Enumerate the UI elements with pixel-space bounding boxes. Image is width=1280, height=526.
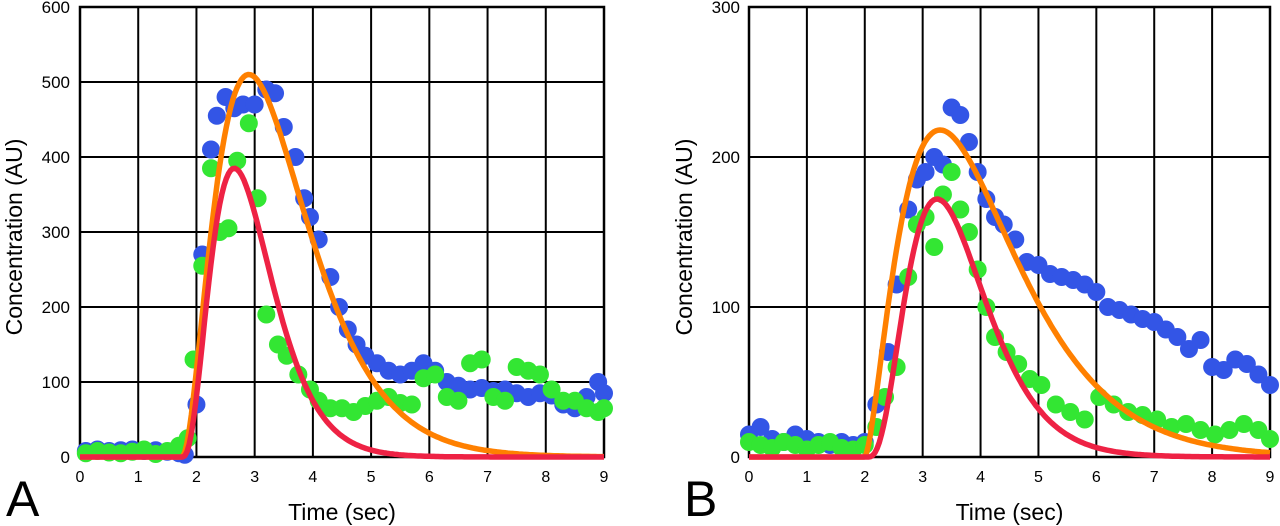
y-axis-label: Concentration (AU) — [1, 139, 27, 336]
data-point — [951, 106, 970, 124]
data-point — [1206, 425, 1225, 444]
data-point — [496, 391, 515, 410]
panel-label: B — [684, 471, 717, 526]
grid — [747, 5, 1272, 459]
data-point — [595, 399, 613, 418]
data-point — [402, 395, 421, 414]
data-point — [1046, 395, 1065, 414]
y-axis-label: Concentration (AU) — [671, 139, 697, 336]
data-point — [925, 238, 944, 256]
data-point — [219, 219, 238, 238]
data-point — [239, 114, 258, 133]
data-point — [257, 305, 276, 324]
x-tick-label: 1 — [802, 469, 811, 486]
data-point — [751, 418, 770, 436]
data-point — [1214, 361, 1233, 379]
fit-curve-3 — [79, 165, 605, 460]
x-tick-label: 4 — [976, 469, 985, 486]
y-tick-label: 100 — [712, 298, 740, 317]
y-tick-label: 300 — [42, 223, 70, 242]
data-point — [1087, 283, 1106, 301]
y-tick-label: 0 — [731, 448, 740, 467]
fit-curve-2 — [748, 127, 1271, 460]
x-tick-label: 1 — [134, 469, 143, 486]
x-tick-label: 5 — [1034, 469, 1043, 486]
series-points-0 — [740, 98, 1279, 454]
data-point — [202, 140, 220, 159]
x-tick-label: 6 — [425, 469, 434, 486]
data-point — [472, 350, 491, 369]
data-point — [916, 163, 935, 181]
x-tick-label: 4 — [308, 469, 317, 486]
data-point — [202, 159, 220, 178]
x-tick-label: 5 — [367, 469, 376, 486]
data-point — [1234, 415, 1253, 433]
data-point — [1261, 376, 1279, 394]
x-tick-label: 8 — [541, 469, 550, 486]
fit-curve-3 — [748, 196, 1271, 460]
data-point — [266, 84, 285, 103]
data-point — [207, 106, 226, 125]
data-point — [1237, 355, 1256, 373]
y-tick-label: 300 — [712, 0, 740, 17]
data-point — [426, 365, 445, 384]
data-point — [1220, 421, 1239, 439]
y-tick-label: 200 — [712, 148, 740, 167]
x-tick-label: 7 — [483, 469, 492, 486]
data-marks — [76, 71, 613, 464]
data-point — [1261, 430, 1279, 448]
data-point — [959, 133, 978, 151]
y-tick-label: 200 — [42, 298, 70, 317]
x-tick-label: 2 — [192, 469, 201, 486]
y-tick-label: 0 — [61, 448, 70, 467]
y-tick-label: 600 — [42, 0, 70, 17]
data-point — [1032, 376, 1051, 394]
x-tick-label: 7 — [1150, 469, 1159, 486]
data-marks — [740, 98, 1279, 460]
plot-frame — [78, 5, 606, 459]
x-tick-label: 2 — [860, 469, 869, 486]
x-tick-label: 9 — [1266, 469, 1275, 486]
data-point — [1061, 403, 1080, 421]
data-point — [1168, 328, 1187, 346]
series-points-1 — [740, 163, 1279, 459]
data-point — [595, 384, 613, 403]
chart-panel-a: 0 1 2 3 4 5 6 7 8 9 0 100 200 300 400 500 600 Time (sec) C… — [1, 0, 613, 526]
x-tick-label: 9 — [600, 469, 609, 486]
data-point — [1177, 415, 1196, 433]
x-tick-label: 3 — [918, 469, 927, 486]
data-point — [1191, 331, 1210, 349]
plot-frame — [747, 5, 1272, 459]
x-axis-label: Time (sec) — [288, 499, 396, 525]
x-tick-label: 0 — [745, 469, 754, 486]
x-tick-label: 8 — [1208, 469, 1217, 486]
y-tick-label: 500 — [42, 73, 70, 92]
data-point — [542, 380, 561, 399]
x-tick-label: 0 — [76, 469, 85, 486]
data-point — [1191, 421, 1210, 439]
series-points-1 — [76, 114, 613, 463]
data-point — [942, 163, 961, 181]
data-point — [1249, 365, 1268, 384]
data-point — [449, 391, 468, 410]
chart-panel-b: 0 1 2 3 4 5 6 7 8 9 0 100 200 300 Time (sec) Concentrat… — [671, 0, 1279, 526]
y-tick-label: 100 — [42, 373, 70, 392]
data-point — [951, 200, 970, 219]
x-tick-label: 3 — [250, 469, 259, 486]
panel-label: A — [6, 471, 40, 526]
data-point — [530, 365, 549, 384]
y-tick-label: 400 — [42, 148, 70, 167]
data-point — [228, 151, 247, 170]
data-point — [245, 95, 264, 114]
x-tick-label: 6 — [1092, 469, 1101, 486]
data-point — [1075, 410, 1094, 429]
x-axis-label: Time (sec) — [956, 499, 1064, 525]
